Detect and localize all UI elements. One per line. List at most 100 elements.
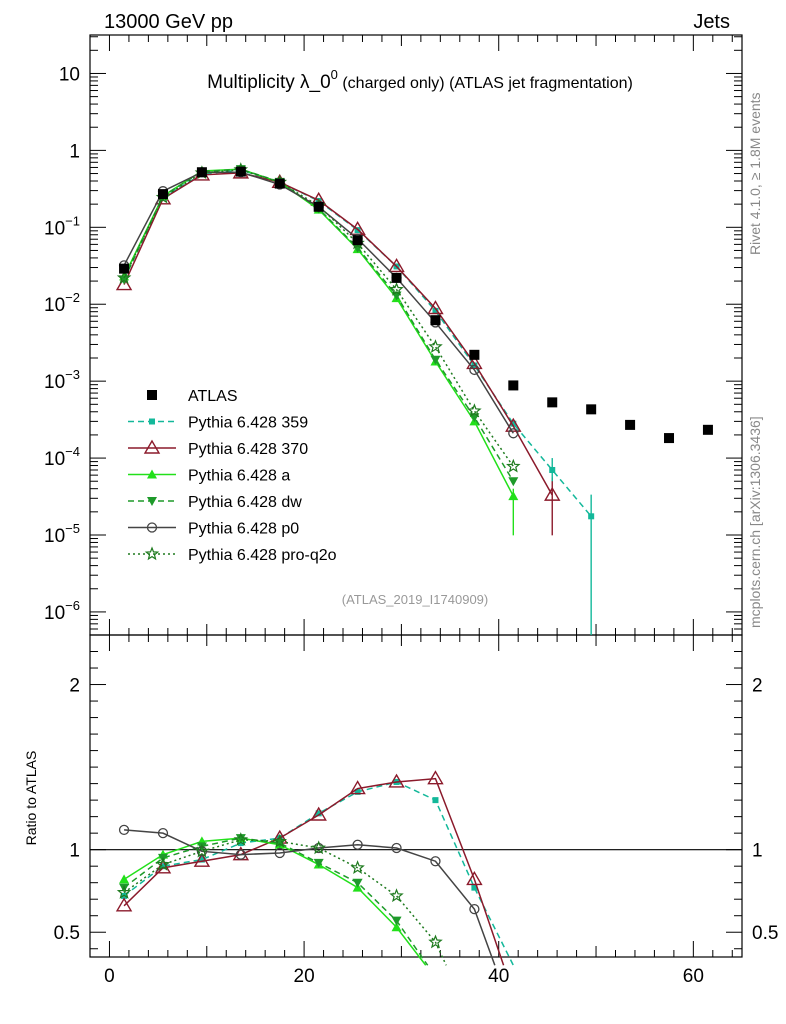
title-rest: (charged only) (ATLAS jet fragmentation) xyxy=(338,75,633,92)
ratio-point xyxy=(471,884,478,891)
series-line xyxy=(123,168,514,482)
title-main: Multiplicity λ_0 xyxy=(207,72,331,93)
main-y-tick-label: 10−3 xyxy=(44,367,80,393)
ratio-series-pythia-6-428-359 xyxy=(121,778,514,966)
legend-label: Pythia 6.428 dw xyxy=(188,494,302,511)
ratio-point xyxy=(313,858,324,868)
legend-marker xyxy=(146,522,158,533)
ratio-point xyxy=(315,810,322,817)
ratio-point xyxy=(115,897,133,912)
ratio-point xyxy=(272,833,288,848)
atlas-point xyxy=(119,263,130,274)
series-point xyxy=(428,339,443,353)
series-point xyxy=(467,403,482,418)
ratio-point xyxy=(194,843,210,858)
series-point xyxy=(506,458,521,473)
ratio-point xyxy=(235,849,246,860)
atlas-point xyxy=(430,315,441,326)
series-point xyxy=(508,428,519,439)
ratio-point xyxy=(391,916,402,926)
tick-exp: −1 xyxy=(65,213,80,228)
series-point xyxy=(388,258,405,273)
ratio-y-tick-label: 0.5 xyxy=(54,923,80,944)
legend-marker xyxy=(149,418,155,425)
ratio-point xyxy=(391,922,402,932)
atlas-point xyxy=(352,235,363,246)
legend-label: Pythia 6.428 370 xyxy=(188,441,308,458)
legend-label: Pythia 6.428 359 xyxy=(188,415,308,432)
title-sup: 0 xyxy=(331,67,338,82)
main-y-tick-label: 10−4 xyxy=(44,444,80,470)
legend-marker xyxy=(147,497,157,506)
ratio-point xyxy=(350,860,365,875)
main-y-tick-label: 10 xyxy=(59,64,80,85)
atlas-point xyxy=(664,433,675,444)
ratio-point xyxy=(388,773,405,788)
ratio-point xyxy=(352,878,363,888)
ratio-point xyxy=(354,788,361,795)
ratio-point xyxy=(349,780,366,795)
legend-label: ATLAS xyxy=(188,388,238,405)
series-point xyxy=(508,477,519,487)
atlas-point xyxy=(157,189,168,200)
legend-marker xyxy=(147,469,157,479)
legend: ATLAS Pythia 6.428 359 Pythia 6.428 370 Pyt… xyxy=(128,388,337,564)
series-point xyxy=(505,417,522,432)
ratio-point xyxy=(427,770,444,785)
analysis-id: (ATLAS_2019_I1740909) xyxy=(342,592,488,607)
series-point xyxy=(427,300,444,315)
ratio-series-pythia-6-428-370 xyxy=(115,770,505,966)
ratio-point xyxy=(235,834,246,844)
tick-base: 10 xyxy=(44,449,65,470)
ratio-y-tick-label-right: 0.5 xyxy=(752,923,778,944)
main-y-tick-label: 10−5 xyxy=(44,521,80,547)
series-line xyxy=(123,168,514,497)
atlas-point xyxy=(391,272,402,283)
series-point xyxy=(432,307,439,314)
series-pythia-6-428-dw xyxy=(119,165,519,487)
series-point xyxy=(116,270,132,285)
legend-marker xyxy=(144,546,160,561)
ratio-y-tick-label-right: 1 xyxy=(752,841,763,862)
ratio-point xyxy=(119,874,130,884)
ratio-point xyxy=(310,806,327,821)
atlas-data-group xyxy=(119,166,713,444)
mcplots-label: mcplots.cern.ch [arXiv:1306.3436] xyxy=(747,416,763,628)
ratio-y-tick-label: 2 xyxy=(69,676,80,697)
ratio-line xyxy=(123,781,514,966)
series-point xyxy=(469,364,480,376)
series-point xyxy=(115,276,133,291)
series-point xyxy=(430,355,441,365)
ratio-group xyxy=(115,770,514,966)
main-panel-frame xyxy=(89,34,743,636)
tick-exp: −3 xyxy=(65,367,80,382)
series-line xyxy=(123,168,514,467)
tick-exp: −6 xyxy=(65,598,80,613)
ratio-line xyxy=(123,839,447,966)
atlas-point xyxy=(586,404,597,415)
tick-base: 10 xyxy=(44,295,65,316)
process-label: Jets xyxy=(693,11,730,33)
series-pythia-6-428-359 xyxy=(121,167,595,520)
atlas-point xyxy=(313,201,324,212)
ratio-point xyxy=(233,832,249,846)
series-point xyxy=(510,420,517,427)
ratio-line xyxy=(123,829,496,966)
legend-label: Pythia 6.428 pro-q2o xyxy=(188,547,337,564)
ratio-y-tick-label-right: 2 xyxy=(752,676,763,697)
ratio-point xyxy=(469,903,480,915)
ratio-point xyxy=(118,824,130,836)
ratio-point xyxy=(389,888,404,903)
main-y-tick-label: 10−6 xyxy=(44,598,80,624)
ratio-point xyxy=(198,856,205,863)
tick-exp: −4 xyxy=(65,444,80,459)
x-tick-label: 20 xyxy=(294,966,315,987)
ratio-y-tick-label: 1 xyxy=(69,841,80,862)
series-pythia-6-428-a xyxy=(119,164,519,501)
ratio-point xyxy=(391,842,402,854)
atlas-point xyxy=(702,424,713,435)
legend-label: Pythia 6.428 p0 xyxy=(188,521,299,538)
ratio-point xyxy=(466,871,483,886)
atlas-point xyxy=(547,397,558,408)
